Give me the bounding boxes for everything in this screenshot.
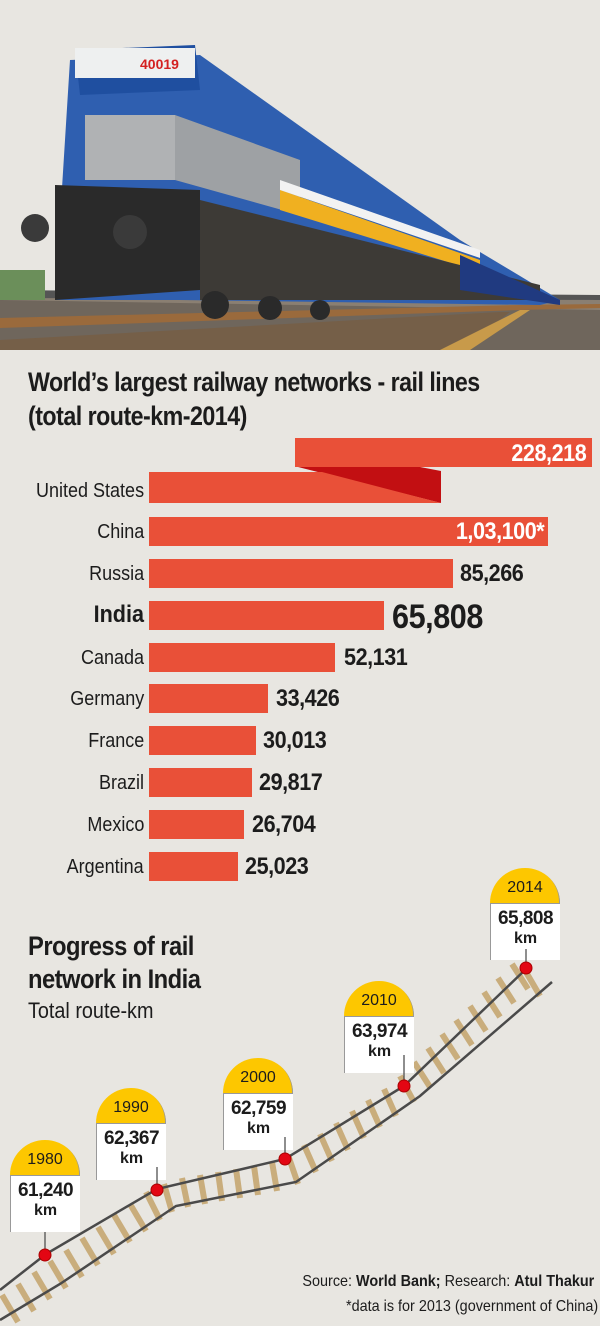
locomotive-photo: 40019 [0, 0, 600, 350]
milestone-unit: km [246, 1120, 271, 1137]
milestone-unit: km [513, 930, 538, 947]
railway-track [0, 962, 553, 1324]
bar-value: 30,013 [263, 727, 327, 754]
progress-subtitle: Total route-km [28, 998, 154, 1023]
rail-upper [0, 968, 527, 1291]
chart-title-line2: (total route-km-2014) [28, 401, 247, 431]
bar-value: 25,023 [245, 853, 309, 880]
bar-row-germany: Germany 33,426 [0, 684, 600, 714]
bar-label: Germany [69, 688, 144, 710]
bar-label: United States [35, 480, 144, 502]
bar [149, 852, 238, 881]
bar-value: 228,218 [511, 440, 586, 467]
bar-label: Brazil [98, 772, 144, 794]
bar-label: France [87, 730, 144, 752]
milestone-year: 2014 [490, 868, 560, 904]
milestone-year: 1980 [10, 1140, 80, 1176]
progress-title-line1: Progress of rail [28, 931, 194, 961]
milestone-unit: km [119, 1150, 144, 1167]
bar-label: Mexico [86, 814, 144, 836]
footnote: *data is for 2013 (government of China) [345, 1298, 598, 1315]
progress-title: Progress of rail network in India [28, 930, 201, 996]
research-label: Research: [440, 1273, 514, 1290]
bar [149, 601, 384, 630]
bar-label: Canada [80, 647, 144, 669]
milestone-year: 2010 [344, 981, 414, 1017]
milestone-1980: 1980 61,240 km [10, 1140, 80, 1232]
bar [149, 768, 252, 797]
milestone-2014: 2014 65,808 km [490, 868, 560, 960]
milestone-value: 65,808 [497, 908, 554, 929]
source-name: World Bank; [355, 1273, 441, 1290]
bar [149, 684, 268, 713]
loco-number: 40019 [140, 56, 179, 72]
milestone-value: 61,240 [17, 1180, 74, 1201]
rail-lower [0, 981, 553, 1322]
bar-label: India [93, 601, 144, 628]
bar [149, 517, 548, 546]
bar-row-united-states: United States [0, 476, 600, 506]
bar-label: China [96, 521, 144, 543]
milestone-value: 63,974 [351, 1021, 408, 1042]
bar-row-argentina: Argentina 25,023 [0, 852, 600, 882]
source-credit: Source: World Bank; Research: Atul Thaku… [302, 1273, 594, 1291]
bar-row-canada: Canada 52,131 [0, 643, 600, 673]
bar-value: 65,808 [392, 598, 483, 636]
bar-row-russia: Russia 85,266 [0, 559, 600, 589]
bar-value: 52,131 [344, 644, 408, 671]
bar-value: 85,266 [460, 560, 524, 587]
bar [149, 726, 256, 755]
bar [149, 559, 453, 588]
milestone-unit: km [33, 1202, 58, 1219]
milestone-value: 62,759 [230, 1098, 287, 1119]
chart-title-line1: World’s largest railway networks - rail … [28, 367, 480, 397]
bar-row-mexico: Mexico 26,704 [0, 810, 600, 840]
milestone-2000: 2000 62,759 km [223, 1058, 293, 1150]
bar-value: 26,704 [252, 811, 316, 838]
research-name: Atul Thakur [513, 1273, 594, 1290]
milestone-year: 1990 [96, 1088, 166, 1124]
bar-value: 29,817 [259, 769, 323, 796]
bar-row-france: France 30,013 [0, 726, 600, 756]
bar [149, 643, 335, 672]
bar-row-brazil: Brazil 29,817 [0, 768, 600, 798]
bar-label: Argentina [66, 856, 144, 878]
progress-title-line2: network in India [28, 964, 201, 994]
bar [149, 810, 244, 839]
bar-row-india: India 65,808 [0, 598, 600, 636]
bar-value: 1,03,100* [455, 518, 545, 545]
milestone-unit: km [367, 1043, 392, 1060]
source-label: Source: [302, 1273, 356, 1290]
milestone-value: 62,367 [103, 1128, 160, 1149]
bar-label: Russia [88, 563, 144, 585]
milestone-year: 2000 [223, 1058, 293, 1094]
bar-row-china: China 1,03,100* [0, 517, 600, 547]
bar-value: 33,426 [276, 685, 340, 712]
chart-title: World’s largest railway networks - rail … [28, 365, 480, 433]
us-folded-bar [149, 438, 592, 503]
milestone-1990: 1990 62,367 km [96, 1088, 166, 1180]
milestone-2010: 2010 63,974 km [344, 981, 414, 1073]
